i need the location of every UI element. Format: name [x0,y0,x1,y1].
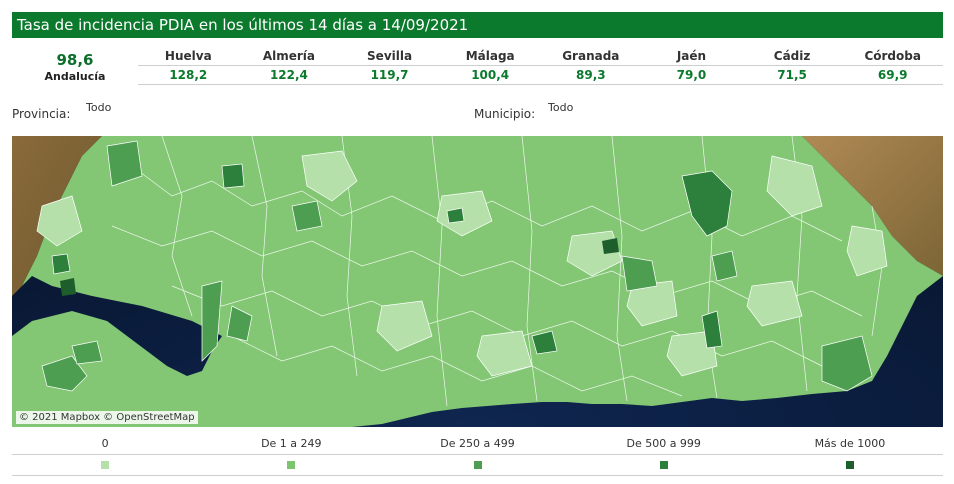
andalucia-summary: 98,6 Andalucía [12,46,138,83]
province-rates-table: Huelva Almería Sevilla Málaga Granada Ja… [138,48,943,85]
legend-label: Más de 1000 [814,437,886,450]
province-rate: 69,9 [877,68,908,82]
portugal-terrain [12,136,102,296]
light-municipalities [36,150,888,377]
province-rate: 119,7 [370,68,409,82]
municipio-filter-select[interactable]: Todo [548,101,574,114]
legend-label: 0 [101,437,109,450]
dashboard-title: Tasa de incidencia PDIA en los últimos 1… [12,12,943,38]
province-name: Granada [562,49,620,63]
legend-label: De 1 a 249 [261,437,322,450]
dark-municipalities [51,163,733,355]
municipio-filter-label: Municipio: [474,107,536,121]
legend-swatch-4[interactable] [845,460,854,469]
province-name: Córdoba [864,49,921,63]
province-name: Sevilla [367,49,413,63]
murcia-terrain [802,136,943,276]
legend-swatch-1[interactable] [287,460,296,469]
province-name: Málaga [465,49,515,63]
andalucia-rate: 98,6 [56,51,94,69]
province-name: Cádiz [773,49,811,63]
province-name: Huelva [164,49,212,63]
choropleth-map[interactable]: © 2021 Mapbox © OpenStreetMap [12,136,943,427]
medium-municipalities [41,140,873,392]
province-name: Almería [262,49,316,63]
andalucia-label: Andalucía [44,70,106,83]
province-rate: 89,3 [576,68,606,82]
provincia-filter-label: Provincia: [12,107,71,121]
province-rate: 128,2 [169,68,208,82]
map-attribution[interactable]: © 2021 Mapbox © OpenStreetMap [16,411,198,424]
provincia-filter-select[interactable]: Todo [86,101,112,114]
province-name: Jaén [676,49,707,63]
legend: 0 De 1 a 249 De 250 a 499 De 500 a 999 M… [12,434,943,476]
legend-label: De 500 a 999 [626,437,701,450]
legend-swatch-3[interactable] [659,460,668,469]
province-rate: 79,0 [676,68,707,82]
very-dark-municipalities [60,238,619,296]
province-rate: 122,4 [269,68,308,82]
map-canvas[interactable] [12,136,943,427]
legend-swatch-2[interactable] [473,460,482,469]
province-rate: 71,5 [777,68,807,82]
legend-swatch-0[interactable] [101,460,110,469]
legend-label: De 250 a 499 [440,437,515,450]
province-rate: 100,4 [471,68,510,82]
